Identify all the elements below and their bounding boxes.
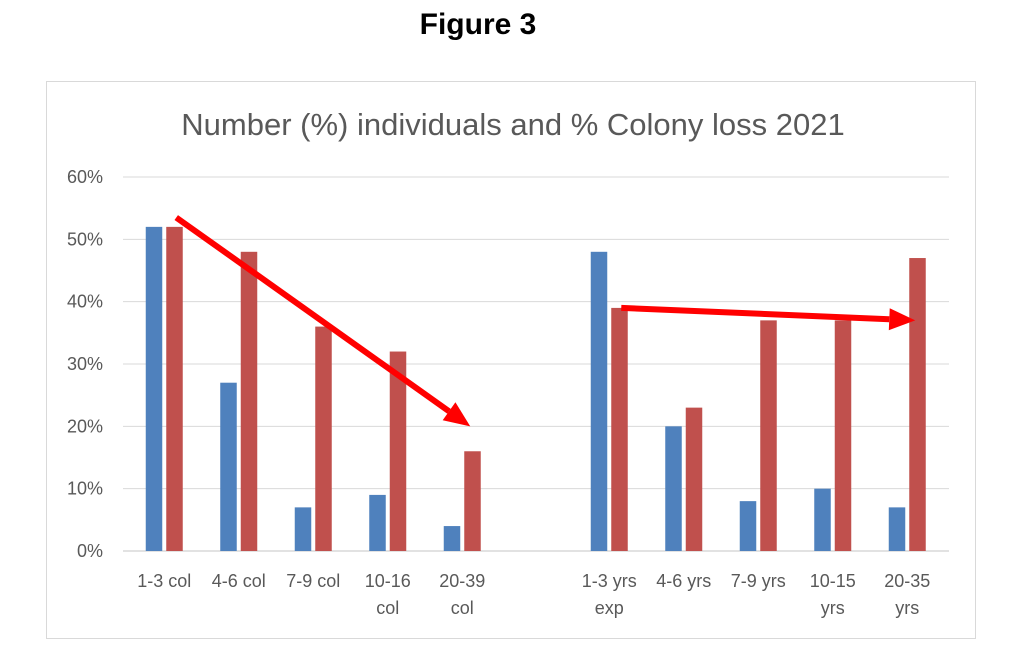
bar [240, 251, 258, 552]
x-tick-label: 10-15 yrs [810, 571, 856, 618]
figure-title: Figure 3 [419, 8, 537, 41]
y-tick-label: 20% [67, 416, 103, 436]
bar [145, 226, 163, 551]
x-tick-label: 20-35 yrs [884, 571, 930, 618]
trend-arrow-head [888, 308, 916, 331]
bar [760, 320, 777, 551]
y-tick-label: 40% [67, 292, 103, 312]
bar [739, 501, 757, 551]
bar [294, 507, 312, 551]
bar [315, 326, 332, 551]
bar [685, 407, 703, 551]
chart-title: Number (%) individuals and % Colony loss… [181, 107, 844, 142]
bar [443, 526, 461, 551]
trend-arrows [174, 215, 916, 427]
bar [220, 382, 237, 551]
bar [464, 451, 481, 551]
x-tick-label: 1-3 col [137, 571, 191, 591]
category-labels: 1-3 col 4-6 col 7-9 col 10-16 col 20-39 col 1-3… [137, 571, 930, 618]
y-tick-label: 50% [67, 229, 103, 249]
bar [834, 320, 852, 551]
bar [389, 351, 407, 551]
x-tick-label: 4-6 col [212, 571, 266, 591]
bar [814, 488, 831, 551]
bar-chart: Number (%) individuals and % Colony loss… [67, 107, 949, 618]
chart-frame: Number (%) individuals and % Colony loss… [46, 81, 976, 639]
bar [665, 426, 682, 551]
trend-arrow-shaft [621, 304, 890, 323]
bar [369, 494, 386, 551]
trend-arrow-shaft [174, 215, 451, 414]
y-tick-label: 60% [67, 167, 103, 187]
x-tick-label: 1-3 yrs exp [582, 571, 637, 618]
bar [166, 226, 183, 551]
bar [888, 507, 906, 551]
bar [909, 258, 926, 551]
bars [145, 226, 926, 552]
x-tick-label: 20-39 col [439, 571, 485, 618]
trend-arrow-head [442, 402, 471, 427]
x-tick-label: 7-9 col [286, 571, 340, 591]
x-tick-label: 10-16 col [365, 571, 411, 618]
bar [611, 307, 628, 551]
y-tick-label: 0% [77, 541, 103, 561]
y-tick-label: 10% [67, 479, 103, 499]
y-tick-label: 30% [67, 354, 103, 374]
x-tick-label: 7-9 yrs [731, 571, 786, 591]
gridlines: 0% 10% 20% 30% 40% 50% 60% [67, 167, 949, 561]
x-tick-label: 4-6 yrs [656, 571, 711, 591]
bar [590, 251, 608, 552]
